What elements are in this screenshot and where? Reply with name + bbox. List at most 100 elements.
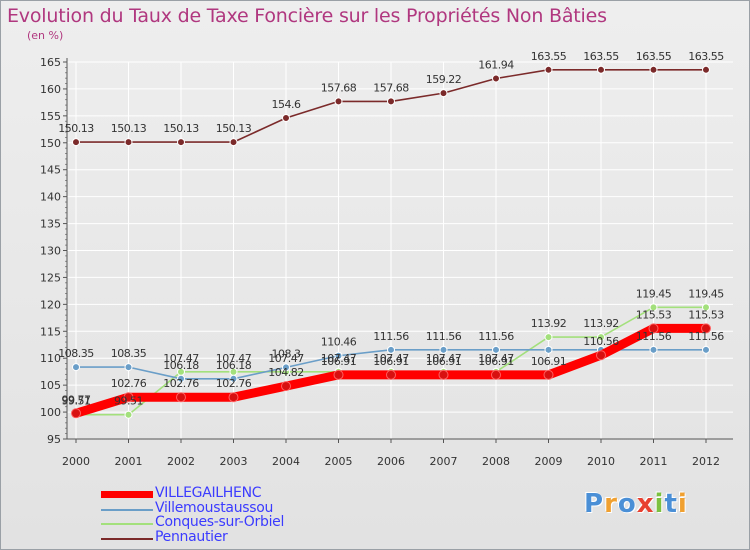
data-point-villegailhenc [701, 323, 711, 334]
data-label: 107.47 [426, 352, 462, 365]
data-point-villegailhenc [281, 381, 291, 392]
data-label: 154.6 [272, 98, 301, 111]
x-tick-label: 2009 [535, 455, 563, 468]
data-point-pennautier [229, 138, 238, 147]
data-label: 111.56 [426, 330, 462, 343]
data-label: 163.55 [531, 50, 567, 63]
y-tick-label: 110 [40, 352, 61, 365]
data-point-villemoustaussou [387, 345, 395, 354]
data-point-villegailhenc [71, 408, 81, 419]
y-tick-label: 150 [40, 137, 61, 150]
y-tick-label: 95 [47, 433, 61, 446]
x-tick-label: 2001 [115, 455, 143, 468]
data-label: 107.47 [478, 352, 514, 365]
data-point-pennautier [387, 97, 395, 106]
data-label: 115.53 [688, 308, 724, 321]
logo-letter: o [617, 489, 637, 519]
logo-letter: i [654, 489, 665, 519]
data-label: 106.91 [426, 355, 462, 368]
data-label: 107.47 [163, 352, 199, 365]
data-label: 102.76 [216, 377, 252, 390]
x-tick-label: 2002 [167, 455, 195, 468]
data-point-villegailhenc [491, 369, 501, 380]
data-label: 106.91 [531, 355, 567, 368]
data-point-conques-sur-orbiel [702, 303, 710, 312]
logo-letter: P [584, 489, 605, 519]
data-label: 106.91 [373, 355, 409, 368]
data-point-villemoustaussou [124, 363, 133, 372]
data-label: 107.47 [321, 352, 357, 365]
data-label: 150.13 [216, 122, 252, 135]
data-label: 150.13 [58, 122, 94, 135]
data-label: 111.56 [636, 330, 672, 343]
grid [67, 61, 733, 440]
data-label: 99.51 [114, 395, 143, 408]
data-point-villemoustaussou [334, 351, 343, 360]
data-point-pennautier [124, 138, 133, 147]
data-point-pennautier [544, 65, 553, 74]
data-point-villegailhenc [438, 369, 449, 380]
data-point-villegailhenc [543, 369, 554, 380]
legend-swatch [101, 508, 153, 511]
data-label: 107.47 [216, 352, 252, 365]
data-point-villemoustaussou [177, 374, 185, 383]
data-label: 107.47 [268, 352, 304, 365]
legend-label: Conques-sur-Orbiel [155, 514, 285, 530]
data-point-pennautier [702, 65, 710, 74]
data-label: 159.22 [426, 73, 462, 86]
x-tick-label: 2004 [272, 455, 300, 468]
data-point-villemoustaussou [282, 363, 290, 372]
y-tick-label: 135 [40, 218, 61, 231]
data-label: 108.3 [272, 347, 301, 360]
data-label: 113.92 [583, 317, 619, 330]
y-tick-label: 140 [40, 191, 61, 204]
data-point-pennautier [492, 74, 500, 83]
data-label: 163.55 [688, 50, 724, 63]
data-point-villegailhenc [123, 392, 134, 403]
y-tick-label: 120 [40, 298, 61, 311]
y-tick-label: 155 [40, 110, 61, 123]
data-point-pennautier [177, 138, 185, 147]
x-tick-label: 2000 [62, 455, 90, 468]
data-point-conques-sur-orbiel [544, 333, 553, 342]
data-label: 150.13 [111, 122, 147, 135]
data-label: 163.55 [583, 50, 619, 63]
data-label: 111.56 [373, 330, 409, 343]
data-label: 150.13 [163, 122, 199, 135]
logo-letter: i [677, 489, 688, 519]
data-point-villegailhenc [648, 323, 659, 334]
data-label: 104.82 [268, 366, 304, 379]
x-tick-label: 2010 [587, 455, 615, 468]
logo-letter: r [604, 489, 618, 519]
legend-swatch [101, 537, 153, 540]
data-label: 99.51 [62, 395, 91, 408]
data-label: 111.56 [688, 330, 724, 343]
data-point-villemoustaussou [229, 374, 238, 383]
data-point-pennautier [649, 65, 658, 74]
data-point-pennautier [439, 89, 448, 98]
axes: 95 100 105 110 115 120 125 130 135 140 145 150 155 16… [40, 56, 733, 468]
x-tick-label: 2008 [482, 455, 510, 468]
data-point-villegailhenc [596, 350, 606, 361]
y-tick-label: 100 [40, 406, 61, 419]
data-point-villegailhenc [228, 392, 239, 403]
legend-swatch [101, 491, 153, 498]
data-labels: 99.77 102.76 102.76 102.76 104.82 106.91 106.9… [58, 50, 724, 408]
data-point-villemoustaussou [72, 363, 80, 372]
logo-letter: t [664, 489, 678, 519]
y-tick-label: 130 [40, 245, 61, 258]
data-point-villemoustaussou [544, 345, 553, 354]
data-label: 113.92 [531, 317, 567, 330]
line-chart: 95 100 105 110 115 120 125 130 135 140 145 150 155 16… [40, 50, 733, 468]
data-label: 102.76 [111, 377, 147, 390]
y-tick-label: 115 [40, 325, 61, 338]
legend-swatch [101, 523, 153, 525]
data-label: 106.18 [163, 359, 199, 372]
data-label: 108.35 [58, 347, 94, 360]
data-point-villegailhenc [333, 369, 344, 380]
x-tick-label: 2005 [325, 455, 353, 468]
data-label: 106.18 [216, 359, 252, 372]
data-label: 157.68 [321, 81, 357, 94]
data-point-villemoustaussou [492, 345, 500, 354]
